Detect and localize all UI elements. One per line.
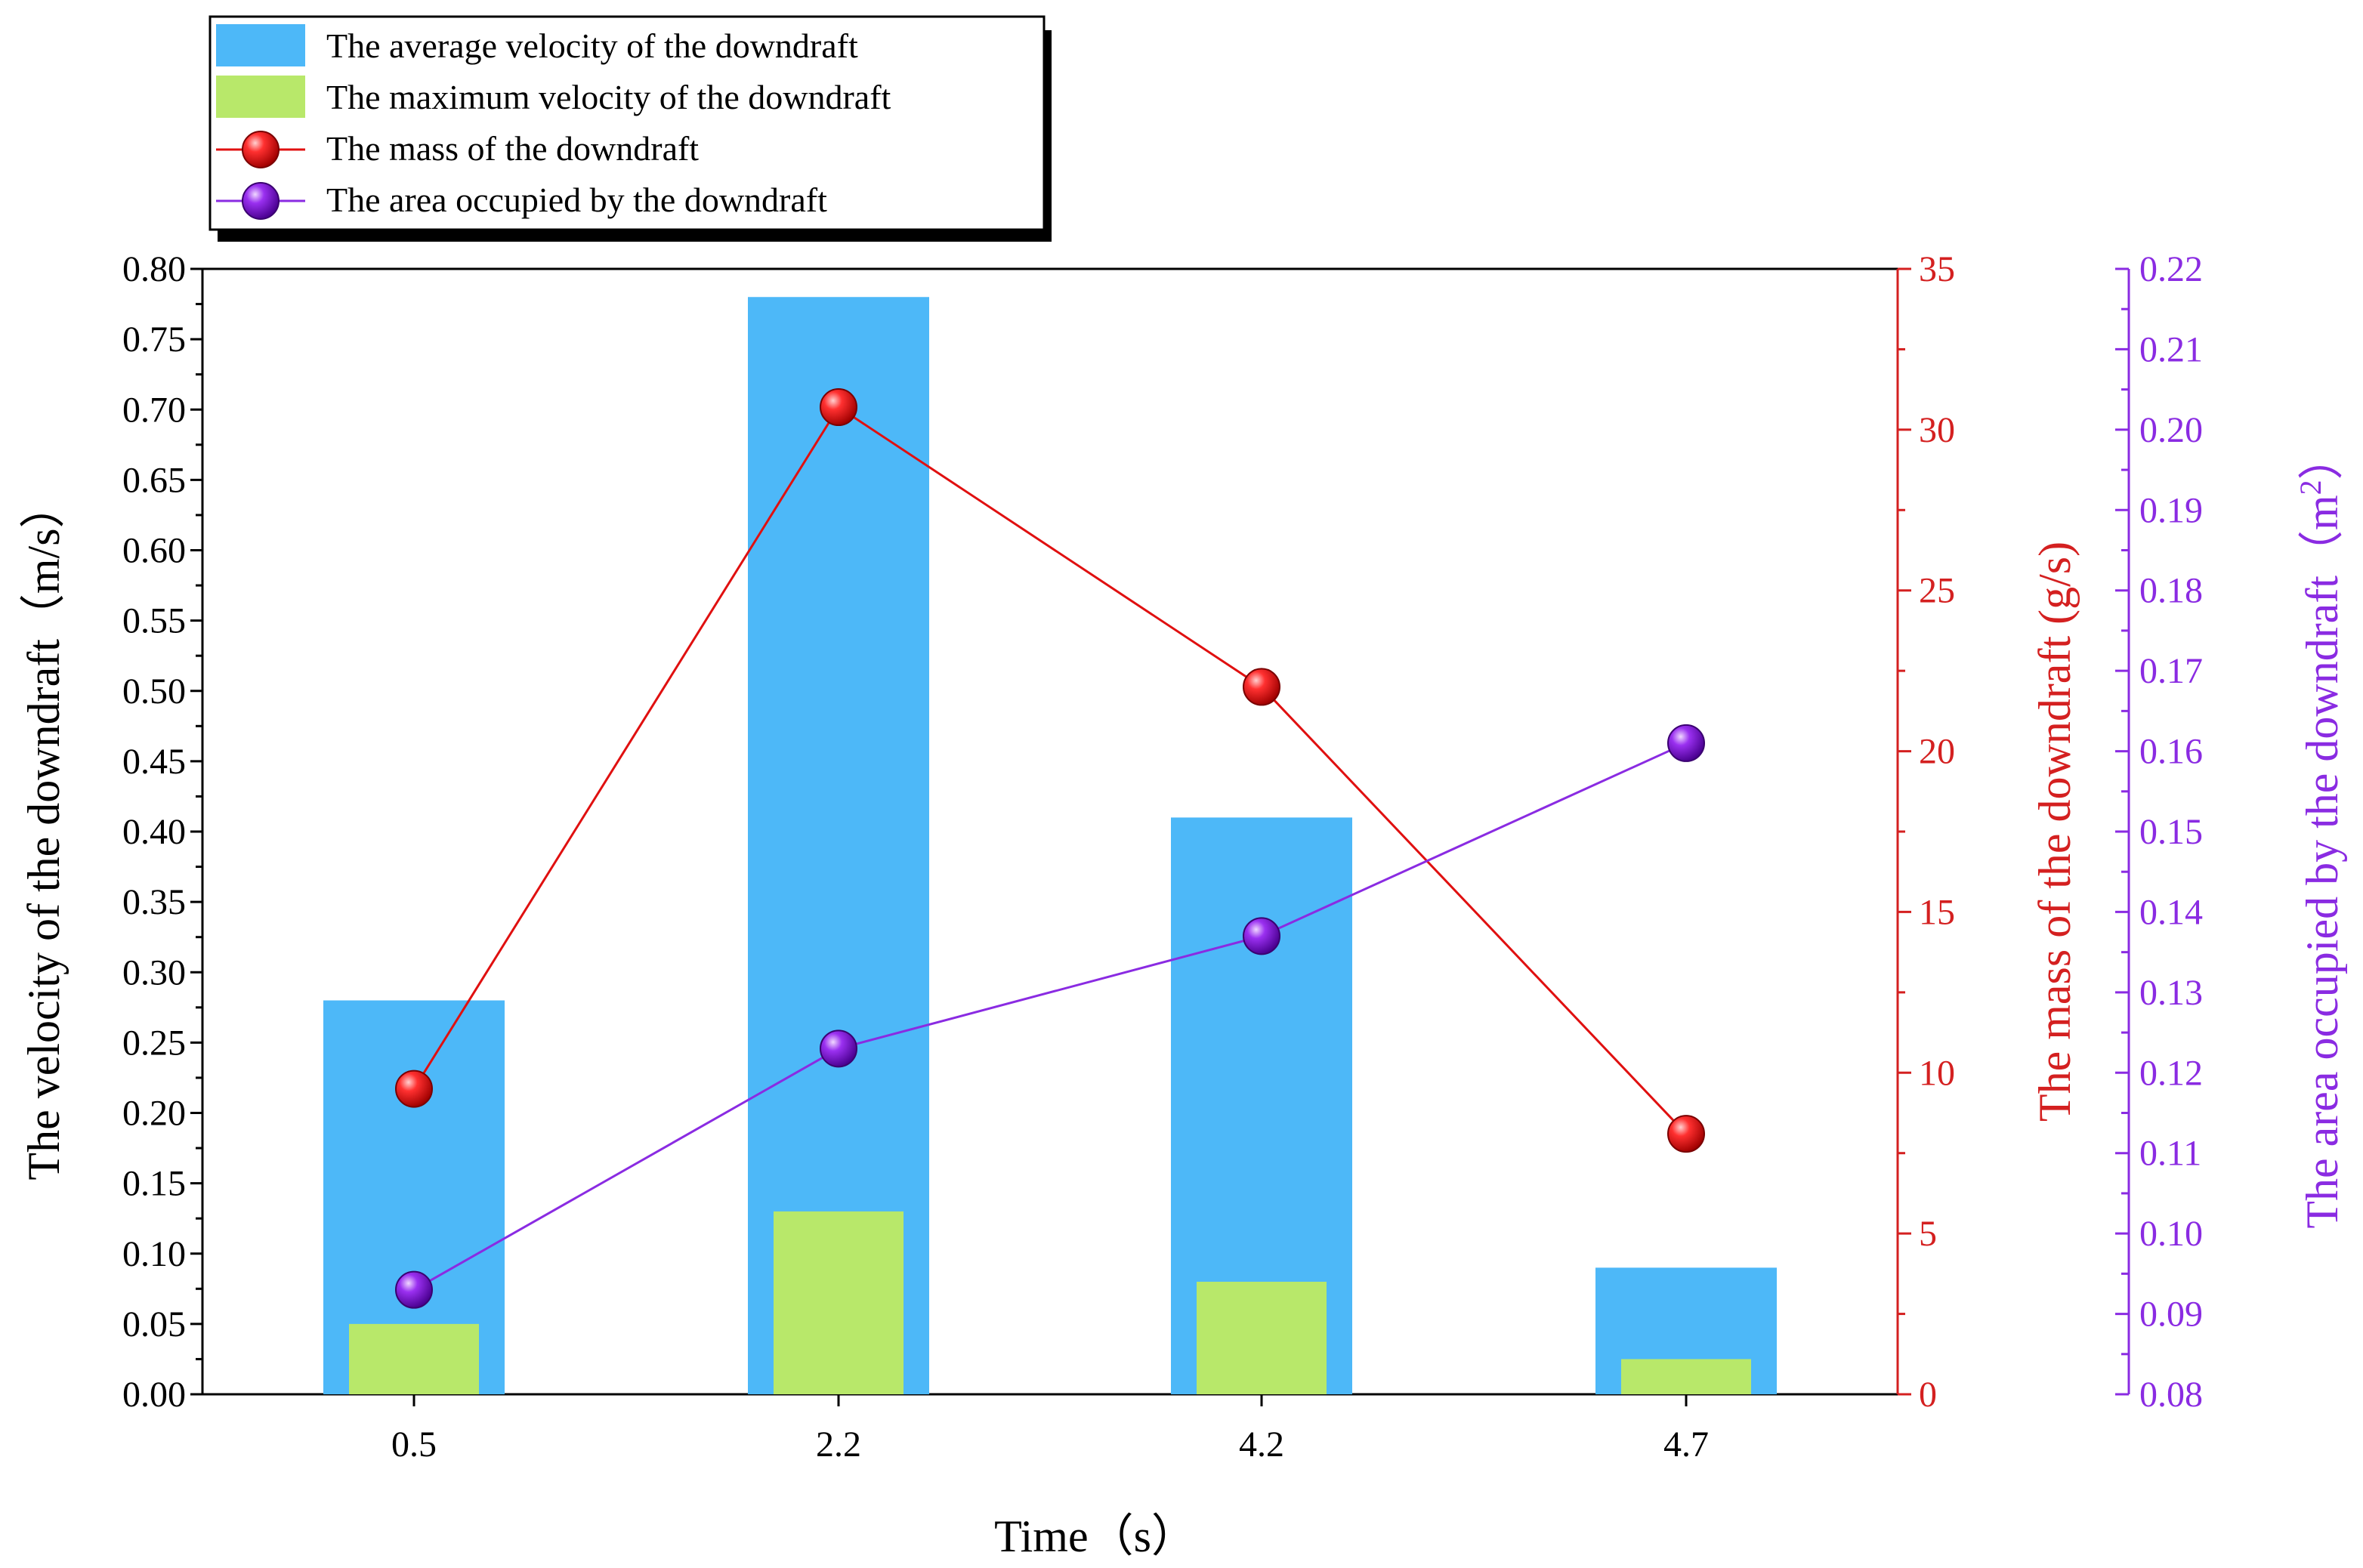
mass-tick-label: 10 (1919, 1053, 1955, 1093)
mass-tick-label: 25 (1919, 571, 1955, 611)
left-tick-label: 0.70 (122, 390, 186, 430)
mass-tick-label: 15 (1919, 892, 1955, 932)
x-tick-label: 2.2 (816, 1424, 861, 1465)
marker-mass-4.2 (1243, 668, 1280, 706)
area-tick-label: 0.17 (2139, 651, 2203, 691)
marker-mass-4.7 (1667, 1115, 1705, 1153)
line-mass (412, 405, 1688, 1135)
line-area (413, 742, 1687, 1291)
area-tick-label: 0.19 (2139, 490, 2203, 530)
legend-label-mass: The mass of the downdraft (326, 129, 699, 168)
area-tick-label: 0.09 (2139, 1295, 2203, 1335)
y-area-title-close: ） (2297, 434, 2347, 480)
area-tick-label: 0.21 (2139, 329, 2203, 369)
left-tick-label: 0.50 (122, 671, 186, 711)
legend-label-avg-velocity: The average velocity of the downdraft (326, 26, 858, 65)
y-left-title: The velocity of the downdraft（m/s） (19, 483, 69, 1180)
lines-layer (395, 388, 1705, 1309)
legend-marker-mass (242, 131, 280, 168)
left-tick-label: 0.55 (122, 601, 186, 641)
marker-area-4.7 (1667, 724, 1705, 762)
left-tick-label: 0.75 (122, 319, 186, 360)
area-tick-label: 0.08 (2139, 1375, 2203, 1415)
mass-tick-label: 0 (1919, 1375, 1937, 1415)
marker-area-4.2 (1243, 917, 1280, 955)
left-axis: 0.00 0.05 0.10 0.15 0.20 0.25 0.30 0.35 0.40 0.45… (122, 249, 202, 1415)
area-tick-label: 0.10 (2139, 1214, 2203, 1254)
x-tick-label: 0.5 (391, 1424, 437, 1465)
left-tick-label: 0.05 (122, 1304, 186, 1344)
bar-max-velocity-2.2 (774, 1211, 904, 1394)
legend-label-area: The area occupied by the downdraft (326, 181, 827, 219)
mass-tick-label: 35 (1919, 249, 1955, 289)
left-tick-label: 0.10 (122, 1234, 186, 1274)
left-tick-label: 0.40 (122, 812, 186, 852)
legend-swatch-max-velocity (216, 76, 305, 118)
y-area-title-main: The area occupied by the downdraft（m (2297, 495, 2347, 1228)
bar-max-velocity-0.5 (349, 1323, 479, 1394)
left-tick-label: 0.60 (122, 531, 186, 571)
mass-axis: 0 5 10 15 20 25 30 35 (1896, 249, 1955, 1415)
legend-marker-area (242, 182, 280, 220)
area-tick-label: 0.20 (2139, 410, 2203, 450)
left-tick-label: 0.35 (122, 882, 186, 922)
y-area-title: The area occupied by the downdraft（m2） (2294, 434, 2348, 1228)
area-tick-label: 0.13 (2139, 973, 2203, 1013)
x-tick-label: 4.7 (1663, 1424, 1709, 1465)
marker-area-2.2 (820, 1029, 857, 1068)
area-tick-label: 0.14 (2139, 892, 2203, 932)
left-tick-label: 0.45 (122, 742, 186, 782)
legend-swatch-avg-velocity (216, 24, 305, 66)
left-tick-label: 0.00 (122, 1375, 186, 1415)
area-tick-label: 0.12 (2139, 1053, 2203, 1093)
mass-tick-label: 30 (1919, 410, 1955, 450)
area-tick-label: 0.18 (2139, 571, 2203, 611)
area-axis: 0.08 0.09 0.10 0.11 0.12 0.13 0.14 0.15 0.16 0.17… (2115, 249, 2203, 1415)
area-tick-label: 0.11 (2139, 1134, 2201, 1174)
legend-box (208, 15, 1046, 231)
left-tick-label: 0.30 (122, 952, 186, 992)
x-axis-title: Time（s） (994, 1511, 1197, 1561)
marker-area-0.5 (395, 1270, 433, 1309)
left-tick-label: 0.25 (122, 1023, 186, 1063)
legend: The average velocity of the downdraft Th… (208, 15, 1052, 242)
area-tick-label: 0.16 (2139, 732, 2203, 772)
bar-max-velocity-4.2 (1197, 1282, 1327, 1394)
left-tick-label: 0.65 (122, 460, 186, 500)
mass-tick-label: 20 (1919, 732, 1955, 772)
area-tick-label: 0.15 (2139, 812, 2203, 852)
left-tick-label: 0.80 (122, 249, 186, 289)
marker-mass-0.5 (395, 1070, 433, 1108)
bars-layer (323, 297, 1777, 1394)
legend-label-max-velocity: The maximum velocity of the downdraft (326, 78, 891, 116)
bar-max-velocity-4.7 (1621, 1359, 1751, 1394)
left-tick-label: 0.15 (122, 1164, 186, 1204)
x-axis: 0.5 2.2 4.2 4.7 (391, 1394, 1709, 1465)
y-area-title-sup: 2 (2294, 480, 2327, 495)
marker-mass-2.2 (820, 388, 857, 427)
mass-tick-label: 5 (1919, 1214, 1937, 1254)
x-tick-label: 4.2 (1239, 1424, 1284, 1465)
y-mass-title: The mass of the downdraft (g/s) (2030, 542, 2080, 1122)
left-tick-label: 0.20 (122, 1094, 186, 1134)
area-tick-label: 0.22 (2139, 249, 2203, 289)
